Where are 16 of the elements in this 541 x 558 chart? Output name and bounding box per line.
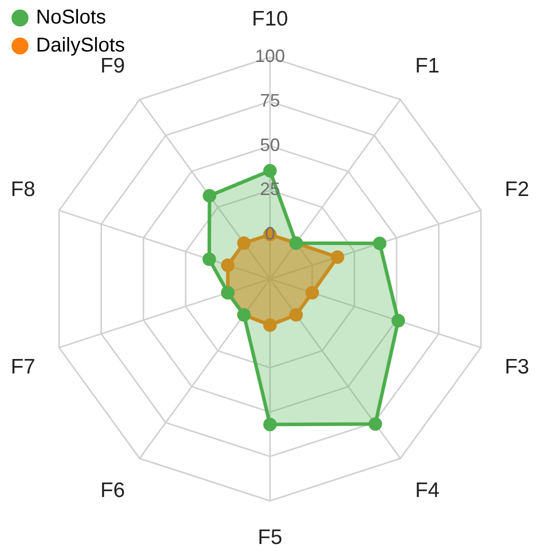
spoke-label: F6 <box>100 479 125 502</box>
spoke-label: F10 <box>252 7 288 30</box>
spoke-label: F3 <box>504 356 530 379</box>
spoke-label: F1 <box>415 54 440 78</box>
y-tick-label: 50 <box>260 134 280 155</box>
spoke-label: F4 <box>415 479 440 502</box>
y-tick-label: 0 <box>264 224 276 244</box>
spoke-label: F9 <box>100 54 125 78</box>
spoke-label: F8 <box>10 178 36 201</box>
y-tick-label: 75 <box>260 90 280 111</box>
y-tick-label: 100 <box>254 46 286 66</box>
spoke-label: F7 <box>10 356 36 379</box>
spoke-label: F2 <box>504 178 530 201</box>
spoke-label: F5 <box>258 526 282 550</box>
legend-label: NoSlots <box>36 6 106 29</box>
legend-label: DailySlots <box>36 34 125 57</box>
